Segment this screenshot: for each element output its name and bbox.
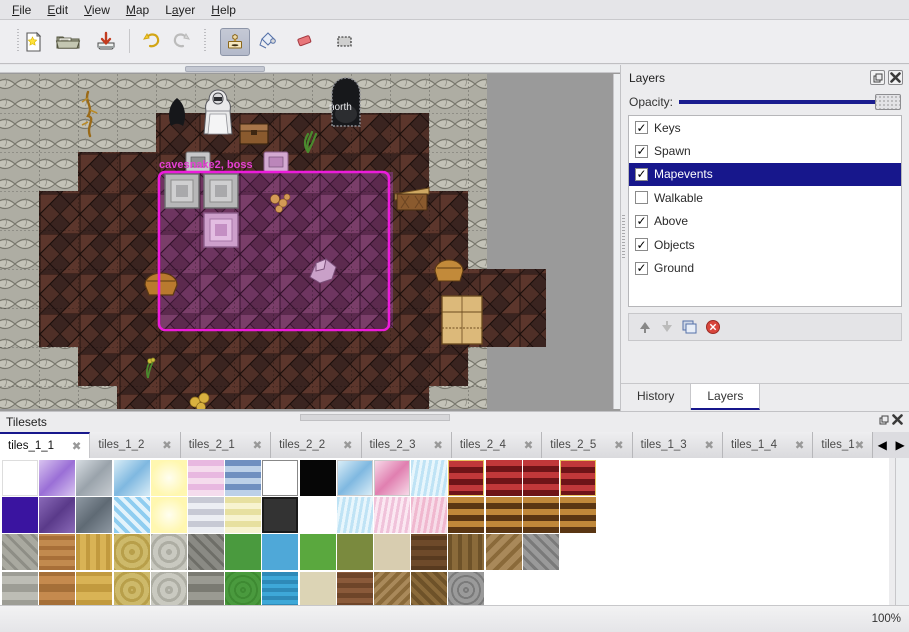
svg-text:north: north [329, 102, 352, 113]
svg-text:cavesnake2, boss: cavesnake2, boss [159, 159, 253, 171]
